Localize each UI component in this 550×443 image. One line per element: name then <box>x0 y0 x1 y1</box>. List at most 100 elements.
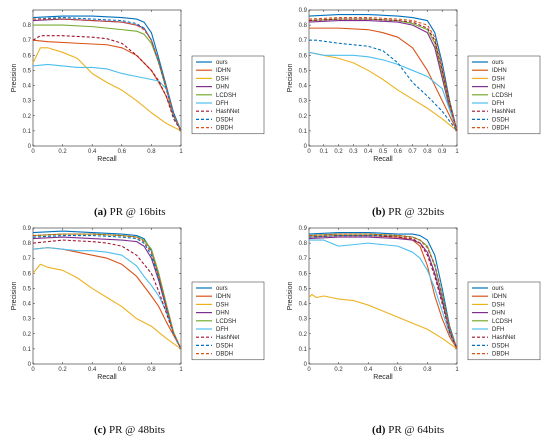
panel-2-axes-box <box>32 227 182 365</box>
panel-3-x-axis-label: Recall <box>373 374 393 381</box>
panel-0-y-tick-label: 0.8 <box>23 23 32 29</box>
panel-3-y-tick-label: 0.6 <box>299 271 308 277</box>
panel-1-x-tick-label: 0.8 <box>423 149 432 155</box>
panel-1-series-line-hashnet <box>308 18 458 132</box>
panel-1-legend-label-dbdh: DBDH <box>492 126 509 132</box>
panel-0-y-axis-label: Precision <box>11 64 18 93</box>
panel-1-x-axis-label: Recall <box>373 156 393 163</box>
panel-0-legend-label-dfh: DFH <box>216 101 228 107</box>
panel-3-series-line-hashnet <box>308 235 458 350</box>
panel-3-legend-label-ours: ours <box>492 286 504 292</box>
panel-2-x-tick-label: 0.6 <box>118 367 127 373</box>
panel-3-y-tick-label: 0.9 <box>299 226 308 232</box>
panel-3-series-line-dbdh <box>308 233 458 350</box>
panel-3-legend-label-idhn: IDHN <box>492 294 507 300</box>
panel-2-legend-label-idhn: IDHN <box>216 294 231 300</box>
caption-a-text: PR @ 16bits <box>106 206 166 218</box>
panel-1-legend-label-dsh: DSH <box>492 76 505 82</box>
caption-a-letter: (a) <box>94 206 107 218</box>
panel-2-x-axis-label: Recall <box>97 374 117 381</box>
panel-2-legend-label-dbdh: DBDH <box>216 352 233 358</box>
panel-3-y-tick-label: 0.4 <box>299 302 308 308</box>
panel-3-legend-label-dsh: DSH <box>492 302 505 308</box>
panel-2-legend-label-ours: ours <box>216 286 228 292</box>
panel-1-x-tick-label: 0.2 <box>334 149 343 155</box>
panel-3-series-line-dsh <box>308 293 458 350</box>
panel-1-series-line-dhn <box>308 20 458 132</box>
caption-d: (d) PR @ 64bits <box>372 424 444 436</box>
caption-d-letter: (d) <box>372 424 386 436</box>
panel-0-x-axis-label: Recall <box>97 156 117 163</box>
panel-1-series-line-ours <box>308 13 458 132</box>
panel-3-legend-label-dfh: DFH <box>492 327 504 333</box>
panel-0-axes-box <box>32 9 182 147</box>
panel-3-series-line-dfh <box>309 239 458 350</box>
panel-2-x-tick-label: 0.2 <box>58 367 67 373</box>
panel-2-x-tick-label: 0.8 <box>147 367 156 373</box>
caption-d-text: PR @ 64bits <box>385 424 445 436</box>
panel-0-series-line-dbdh <box>33 18 182 132</box>
panel-3-x-tick-label: 0.8 <box>423 367 432 373</box>
panel-2-y-tick-label: 0.4 <box>23 302 32 308</box>
panel-2-y-tick-label: 0.3 <box>23 317 32 323</box>
panel-1-series-line-dbdh <box>308 17 458 132</box>
panel-2-y-axis-label: Precision <box>11 282 18 311</box>
panel-2-legend-label-lcdsh: LCDSH <box>216 319 236 325</box>
panel-2-series-line-hashnet <box>32 239 182 350</box>
panel-0-series-line-hashnet <box>32 35 182 132</box>
panel-3-legend-label-dsdh: DSDH <box>492 343 509 349</box>
panel-2-legend-label-hashnet: HashNet <box>216 335 240 341</box>
panel-1-x-tick-label: 0.9 <box>438 149 447 155</box>
panel-3-x-tick-label: 0.6 <box>394 367 403 373</box>
panel-3-y-axis-label: Precision <box>287 282 294 311</box>
panel-1-legend-label-ours: ours <box>492 60 504 66</box>
panel-1-y-tick-label: 0.8 <box>299 23 308 29</box>
panel-0-legend-label-ours: ours <box>216 60 228 66</box>
panel-3-legend-label-dbdh: DBDH <box>492 352 509 358</box>
panel-2-y-tick-label: 0.8 <box>23 241 32 247</box>
panel-2-y-tick-label: 0.1 <box>23 347 32 353</box>
panel-3-y-tick-label: 0.3 <box>299 317 308 323</box>
panel-2-y-tick-label: 0.9 <box>23 226 32 232</box>
panel-1-x-tick-label: 0.3 <box>349 149 358 155</box>
panel-3-x-tick-label: 0.4 <box>364 367 373 373</box>
panel-1-legend-label-lcdsh: LCDSH <box>492 93 512 99</box>
panel-2-legend-label-dhn: DHN <box>216 311 229 317</box>
panel-0-y-tick-label: 0.3 <box>23 99 32 105</box>
panel-1-series-line-idhn <box>309 27 458 132</box>
panel-0-y-tick-label: 0.2 <box>23 114 32 120</box>
panel-1-series-line-dsh <box>308 51 458 132</box>
panel-0-legend-label-hashnet: HashNet <box>216 109 240 115</box>
caption-b-letter: (b) <box>372 206 386 218</box>
panel-3-y-tick-label: 0.5 <box>299 286 308 292</box>
panel-1-legend-label-hashnet: HashNet <box>492 109 516 115</box>
panel-1-y-tick-label: 0.7 <box>299 38 308 44</box>
panel-1-legend-label-dhn: DHN <box>492 85 505 91</box>
panel-3-x-tick-label: 1 <box>455 367 459 373</box>
panel-2-y-tick-label: 0 <box>28 362 32 368</box>
panel-0-legend-label-dsdh: DSDH <box>216 117 233 123</box>
panel-3-legend-label-dhn: DHN <box>492 311 505 317</box>
panel-1-y-tick-label: 0.2 <box>299 114 308 120</box>
panel-0-legend-label-lcdsh: LCDSH <box>216 93 236 99</box>
panel-2-x-tick-label: 1 <box>179 367 183 373</box>
panel-0-legend-label-dhn: DHN <box>216 85 229 91</box>
panel-0-series-line-dsh <box>32 47 182 132</box>
panel-1-y-tick-label: 0.4 <box>299 84 308 90</box>
panel-3-series-line-ours <box>308 231 458 350</box>
caption-c-text: PR @ 48bits <box>106 424 165 436</box>
panel-2-series-line-lcdsh <box>32 233 182 350</box>
panel-2-series-line-dbdh <box>32 233 182 350</box>
panel-2-legend-label-dsh: DSH <box>216 302 229 308</box>
panel-0-y-tick-label: 0.7 <box>23 38 32 44</box>
panel-3-y-tick-label: 0.7 <box>299 256 308 262</box>
panel-3-y-tick-label: 0.1 <box>299 347 308 353</box>
panel-1-x-tick-label: 0.4 <box>364 149 373 155</box>
caption-c-letter: (c) <box>94 424 107 436</box>
panel-0-y-tick-label: 0 <box>28 144 32 150</box>
panel-3-y-tick-label: 0.2 <box>299 332 308 338</box>
panel-1-x-tick-label: 0.5 <box>379 149 388 155</box>
panel-1-y-tick-label: 0.9 <box>299 8 308 14</box>
panel-0-legend-label-idhn: IDHN <box>216 68 231 74</box>
